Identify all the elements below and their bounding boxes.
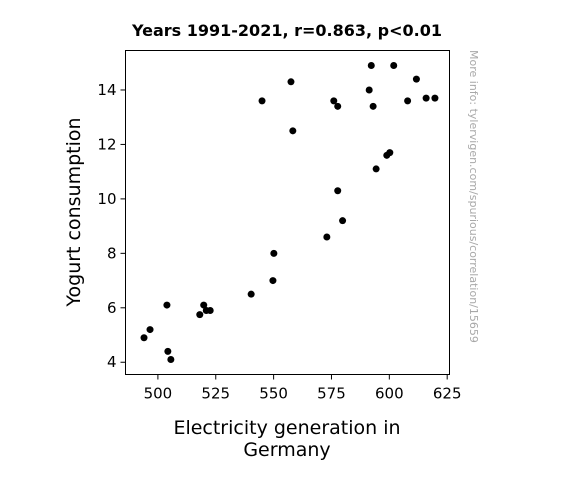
data-point (412, 75, 420, 83)
data-point (146, 326, 154, 334)
data-point (367, 61, 375, 69)
y-tick-label: 6 (107, 299, 117, 317)
y-axis: 4 6 8 10 12 14 (97, 81, 126, 371)
y-axis-label: Yogurt consumption (63, 117, 85, 307)
plot-frame (125, 50, 450, 375)
data-point (200, 301, 208, 309)
data-point (365, 86, 373, 94)
y-tick-label: 12 (97, 135, 116, 153)
data-point (287, 78, 295, 86)
x-tick-label: 500 (144, 385, 173, 403)
data-point (422, 94, 430, 102)
x-tick-label: 575 (317, 385, 346, 403)
data-point (334, 187, 342, 195)
data-point (431, 94, 439, 102)
data-point (206, 307, 214, 315)
x-axis-label-line-1: Electricity generation in (173, 417, 400, 439)
data-point (196, 311, 204, 319)
y-tick-label: 8 (107, 244, 117, 262)
chart-title: Years 1991-2021, r=0.863, p<0.01 (131, 21, 442, 40)
data-point (339, 217, 347, 225)
data-point (372, 165, 380, 173)
data-point (164, 347, 172, 355)
data-point (167, 356, 175, 364)
source-credit: More info: tylervigen.com/spurious/corre… (467, 50, 480, 343)
y-tick-label: 14 (97, 81, 116, 99)
y-tick-label: 4 (107, 353, 117, 371)
data-point (289, 127, 297, 135)
data-point (270, 249, 278, 257)
data-point (334, 102, 342, 110)
data-point (247, 290, 255, 298)
data-point (330, 97, 338, 105)
data-point (369, 102, 377, 110)
data-point (163, 301, 171, 309)
data-point (404, 97, 412, 105)
x-tick-label: 525 (201, 385, 230, 403)
x-tick-label: 550 (259, 385, 288, 403)
x-axis-label-line-2: Germany (243, 439, 330, 461)
y-tick-label: 10 (97, 190, 116, 208)
data-point (323, 233, 331, 241)
data-point (269, 277, 277, 285)
x-tick-label: 600 (375, 385, 404, 403)
x-axis: 500 525 550 575 600 625 (144, 374, 462, 403)
x-tick-label: 625 (433, 385, 462, 403)
data-point (386, 149, 394, 157)
data-point (390, 61, 398, 69)
data-point (140, 334, 148, 342)
data-points (140, 61, 439, 364)
data-point (258, 97, 266, 105)
